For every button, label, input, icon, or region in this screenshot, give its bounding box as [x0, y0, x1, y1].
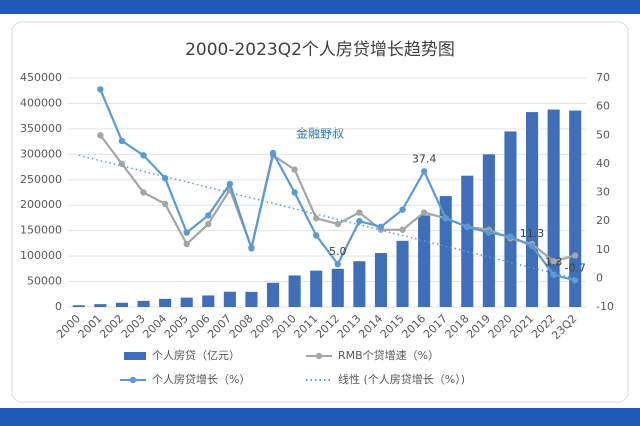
marker [356, 209, 363, 216]
y-tick-label: 450000 [20, 71, 62, 84]
bar [223, 291, 236, 307]
marker [183, 240, 190, 248]
bar [94, 304, 107, 307]
bar [331, 268, 344, 307]
bar [202, 295, 215, 307]
annotation: 金融野叔 [296, 126, 344, 141]
y-tick-label: 250000 [20, 173, 62, 186]
y2-tick-label: -10 [596, 300, 614, 313]
marker [313, 232, 320, 239]
marker [291, 166, 298, 173]
marker [572, 252, 579, 259]
bar [245, 291, 258, 307]
bar [396, 240, 409, 307]
marker [442, 215, 449, 222]
legend-marker [129, 376, 137, 384]
marker [528, 242, 536, 250]
marker [507, 233, 514, 240]
y2-tick-label: 70 [596, 71, 610, 84]
y2-tick-label: 50 [596, 128, 610, 141]
marker [205, 220, 212, 228]
marker [572, 277, 579, 284]
marker [420, 168, 428, 175]
marker [118, 160, 126, 168]
data-label: 11.3 [520, 227, 545, 240]
marker [183, 229, 190, 236]
y-tick-label: 50000 [27, 275, 62, 288]
marker [313, 215, 320, 222]
y-tick-label: 0 [55, 300, 62, 313]
marker [399, 206, 406, 213]
marker [291, 189, 298, 196]
y-tick-label: 300000 [20, 147, 62, 160]
y2-tick-label: 60 [596, 100, 610, 113]
y-tick-label: 400000 [20, 96, 62, 109]
legend-label: 个人房贷（亿元） [152, 348, 240, 362]
bar [266, 282, 280, 307]
marker [97, 86, 104, 93]
y-tick-label: 200000 [20, 198, 62, 211]
legend-label: 线性 (个人房贷增长（%）) [338, 372, 465, 386]
y-tick-label: 150000 [20, 224, 62, 237]
top-band [0, 0, 640, 14]
bottom-band [0, 408, 640, 426]
bar [525, 112, 539, 308]
chart-title: 2000-2023Q2个人房贷增长趋势图 [185, 40, 455, 60]
marker [399, 226, 406, 233]
marker [550, 258, 557, 265]
marker [161, 200, 169, 208]
y2-tick-label: 10 [596, 243, 610, 256]
marker [464, 223, 471, 231]
y-tick-label: 100000 [20, 249, 62, 262]
bar [353, 261, 366, 307]
y-tick-label: 350000 [20, 122, 62, 135]
y2-tick-label: 40 [596, 157, 610, 170]
y2-tick-label: 20 [596, 214, 610, 227]
bar [72, 305, 85, 307]
y2-tick-label: 0 [596, 271, 603, 284]
marker [97, 132, 104, 139]
marker [226, 180, 234, 188]
marker [334, 260, 341, 268]
bar [159, 298, 172, 307]
marker [140, 189, 147, 196]
marker [140, 152, 147, 159]
data-label: 1.3 [545, 256, 563, 269]
bar [288, 275, 301, 307]
bar [180, 297, 193, 307]
bar [569, 110, 582, 308]
marker [118, 137, 126, 145]
marker [205, 212, 212, 219]
marker [420, 209, 428, 216]
bar [137, 300, 150, 307]
marker [248, 245, 255, 252]
marker [269, 149, 277, 157]
bar [504, 131, 517, 307]
marker [334, 220, 341, 228]
y2-tick-label: 30 [596, 186, 610, 199]
data-label: 5.0 [329, 245, 347, 258]
legend-marker [315, 352, 323, 360]
data-label: 37.4 [412, 152, 437, 165]
marker [377, 223, 385, 231]
bar [115, 302, 129, 307]
marker [485, 229, 493, 236]
bar [439, 196, 452, 307]
bar [310, 270, 323, 307]
data-label: -0.7 [564, 261, 585, 274]
bar [461, 175, 474, 307]
legend-swatch [124, 352, 146, 360]
legend-label: RMB个贷增速（%） [338, 348, 439, 362]
legend-label: 个人房贷增长（%） [152, 372, 250, 386]
marker [356, 217, 363, 225]
bar [418, 215, 431, 307]
bar [374, 253, 388, 307]
